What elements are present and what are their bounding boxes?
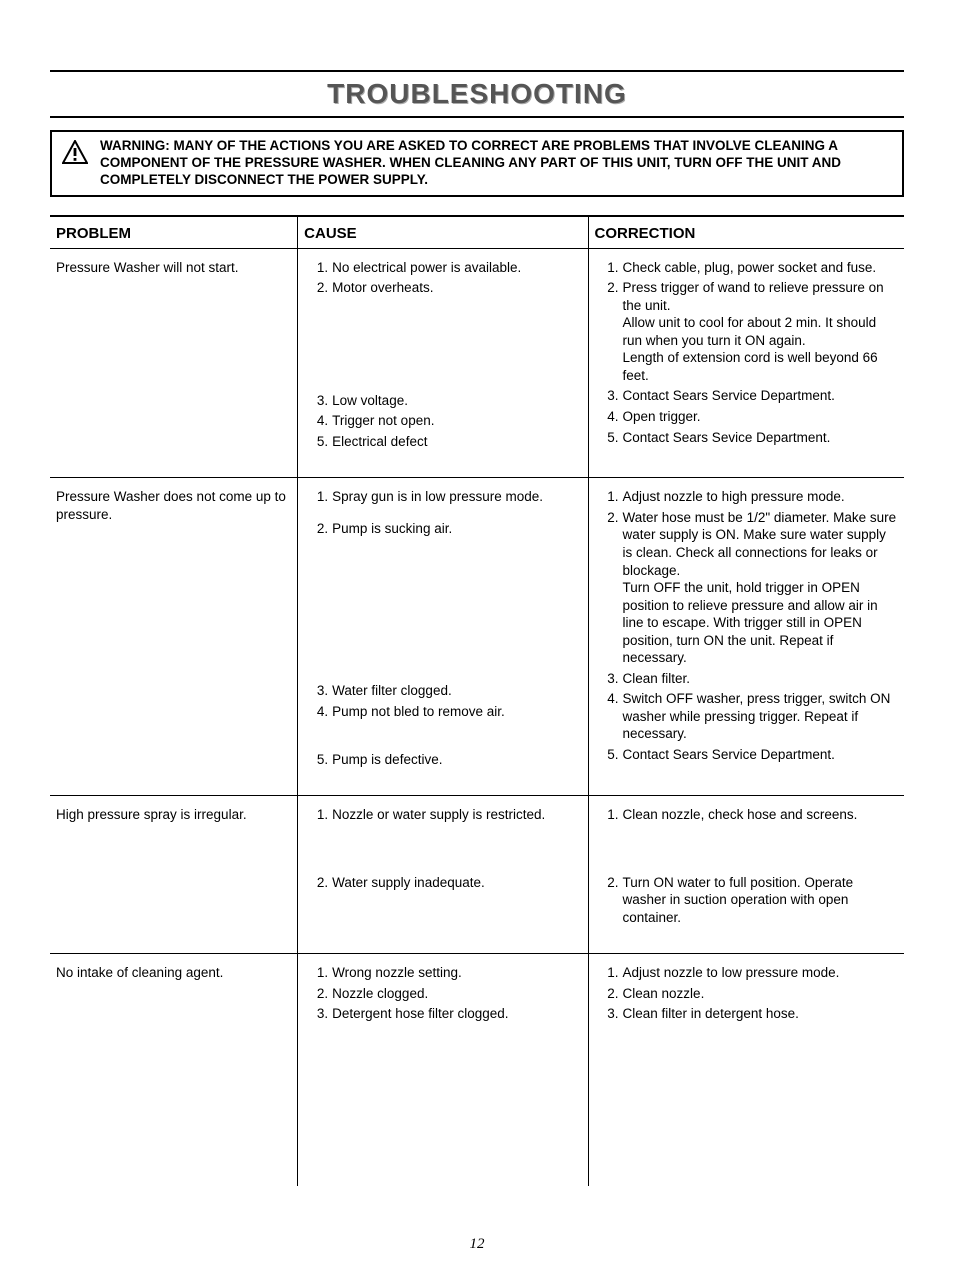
problem-cell: Pressure Washer does not come up to pres… <box>50 478 298 796</box>
correction-cell: 1.Adjust nozzle to high pressure mode. 2.… <box>588 478 904 796</box>
top-rule <box>50 70 904 72</box>
warning-box: WARNING: MANY OF THE ACTIONS YOU ARE ASK… <box>50 130 904 197</box>
page-title: TROUBLESHOOTING <box>50 76 904 116</box>
list-item: 3.Clean filter. <box>623 670 898 688</box>
table-row: Pressure Washer does not come up to pres… <box>50 478 904 796</box>
list-item: 5.Contact Sears Sevice Department. <box>623 429 898 447</box>
list-item: 1.No electrical power is available. <box>332 259 581 277</box>
list-item: 1.Clean nozzle, check hose and screens. <box>623 806 898 824</box>
list-item: 2.Nozzle clogged. <box>332 985 581 1003</box>
list-item: 2.Water supply inadequate. <box>332 874 581 892</box>
list-item: 1.Adjust nozzle to low pressure mode. <box>623 964 898 982</box>
correction-cell: 1.Check cable, plug, power socket and fu… <box>588 248 904 478</box>
table-header-row: PROBLEM CAUSE CORRECTION <box>50 216 904 249</box>
correction-cell: 1.Clean nozzle, check hose and screens. 2… <box>588 796 904 954</box>
correction-cell: 1.Adjust nozzle to low pressure mode. 2.C… <box>588 954 904 1186</box>
cause-cell: 1.Nozzle or water supply is restricted. 2… <box>298 796 588 954</box>
problem-cell: High pressure spray is irregular. <box>50 796 298 954</box>
list-item: 1.Spray gun is in low pressure mode. <box>332 488 581 506</box>
troubleshooting-table: PROBLEM CAUSE CORRECTION Pressure Washer… <box>50 215 904 1186</box>
list-item: 3.Water filter clogged. <box>332 682 581 700</box>
list-item: 1.Adjust nozzle to high pressure mode. <box>623 488 898 506</box>
header-correction: CORRECTION <box>588 216 904 249</box>
list-item: 2.Motor overheats. <box>332 279 581 297</box>
list-item: 2.Water hose must be 1/2" diameter. Make… <box>623 509 898 667</box>
table-row: No intake of cleaning agent.1.Wrong nozz… <box>50 954 904 1186</box>
list-item: 2.Pump is sucking air. <box>332 520 581 538</box>
cause-cell: 1.Wrong nozzle setting. 2.Nozzle clogged.… <box>298 954 588 1186</box>
list-item: 3.Clean filter in detergent hose. <box>623 1005 898 1023</box>
table-row: Pressure Washer will not start.1.No elec… <box>50 248 904 478</box>
cause-cell: 1.No electrical power is available. 2.Mot… <box>298 248 588 478</box>
list-item: 1.Check cable, plug, power socket and fu… <box>623 259 898 277</box>
list-item: 3.Detergent hose filter clogged. <box>332 1005 581 1023</box>
problem-cell: No intake of cleaning agent. <box>50 954 298 1186</box>
list-item: 5.Electrical defect <box>332 433 581 451</box>
list-item: 4.Trigger not open. <box>332 412 581 430</box>
cause-cell: 1.Spray gun is in low pressure mode. 2.Pu… <box>298 478 588 796</box>
header-cause: CAUSE <box>298 216 588 249</box>
warning-icon <box>62 140 88 169</box>
list-item: 4.Pump not bled to remove air. <box>332 703 581 721</box>
list-item: 4.Open trigger. <box>623 408 898 426</box>
list-item: 3.Contact Sears Service Department. <box>623 387 898 405</box>
list-item: 2.Press trigger of wand to relieve press… <box>623 279 898 384</box>
title-underline <box>50 116 904 118</box>
table-row: High pressure spray is irregular.1.Nozzl… <box>50 796 904 954</box>
header-problem: PROBLEM <box>50 216 298 249</box>
page-number: 12 <box>50 1236 904 1253</box>
list-item: 1.Wrong nozzle setting. <box>332 964 581 982</box>
warning-text: WARNING: MANY OF THE ACTIONS YOU ARE ASK… <box>100 138 892 189</box>
list-item: 4.Switch OFF washer, press trigger, swit… <box>623 690 898 743</box>
list-item: 5.Pump is defective. <box>332 751 581 769</box>
list-item: 3.Low voltage. <box>332 392 581 410</box>
list-item: 2.Turn ON water to full position. Operat… <box>623 874 898 927</box>
list-item: 2.Clean nozzle. <box>623 985 898 1003</box>
list-item: 5.Contact Sears Service Department. <box>623 746 898 764</box>
list-item: 1.Nozzle or water supply is restricted. <box>332 806 581 824</box>
problem-cell: Pressure Washer will not start. <box>50 248 298 478</box>
